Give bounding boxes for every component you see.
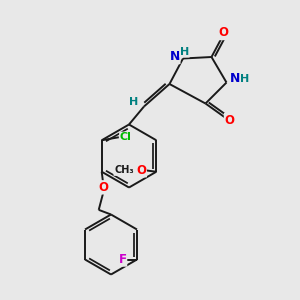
Text: H: H	[129, 97, 138, 107]
Text: N: N	[230, 72, 240, 86]
Text: H: H	[241, 74, 250, 84]
Text: O: O	[136, 164, 146, 177]
Text: Cl: Cl	[120, 132, 132, 142]
Text: H: H	[180, 47, 189, 57]
Text: O: O	[218, 26, 229, 40]
Text: F: F	[118, 253, 127, 266]
Text: N: N	[169, 50, 180, 64]
Text: O: O	[224, 113, 235, 127]
Text: O: O	[98, 181, 108, 194]
Text: CH₃: CH₃	[114, 165, 134, 175]
